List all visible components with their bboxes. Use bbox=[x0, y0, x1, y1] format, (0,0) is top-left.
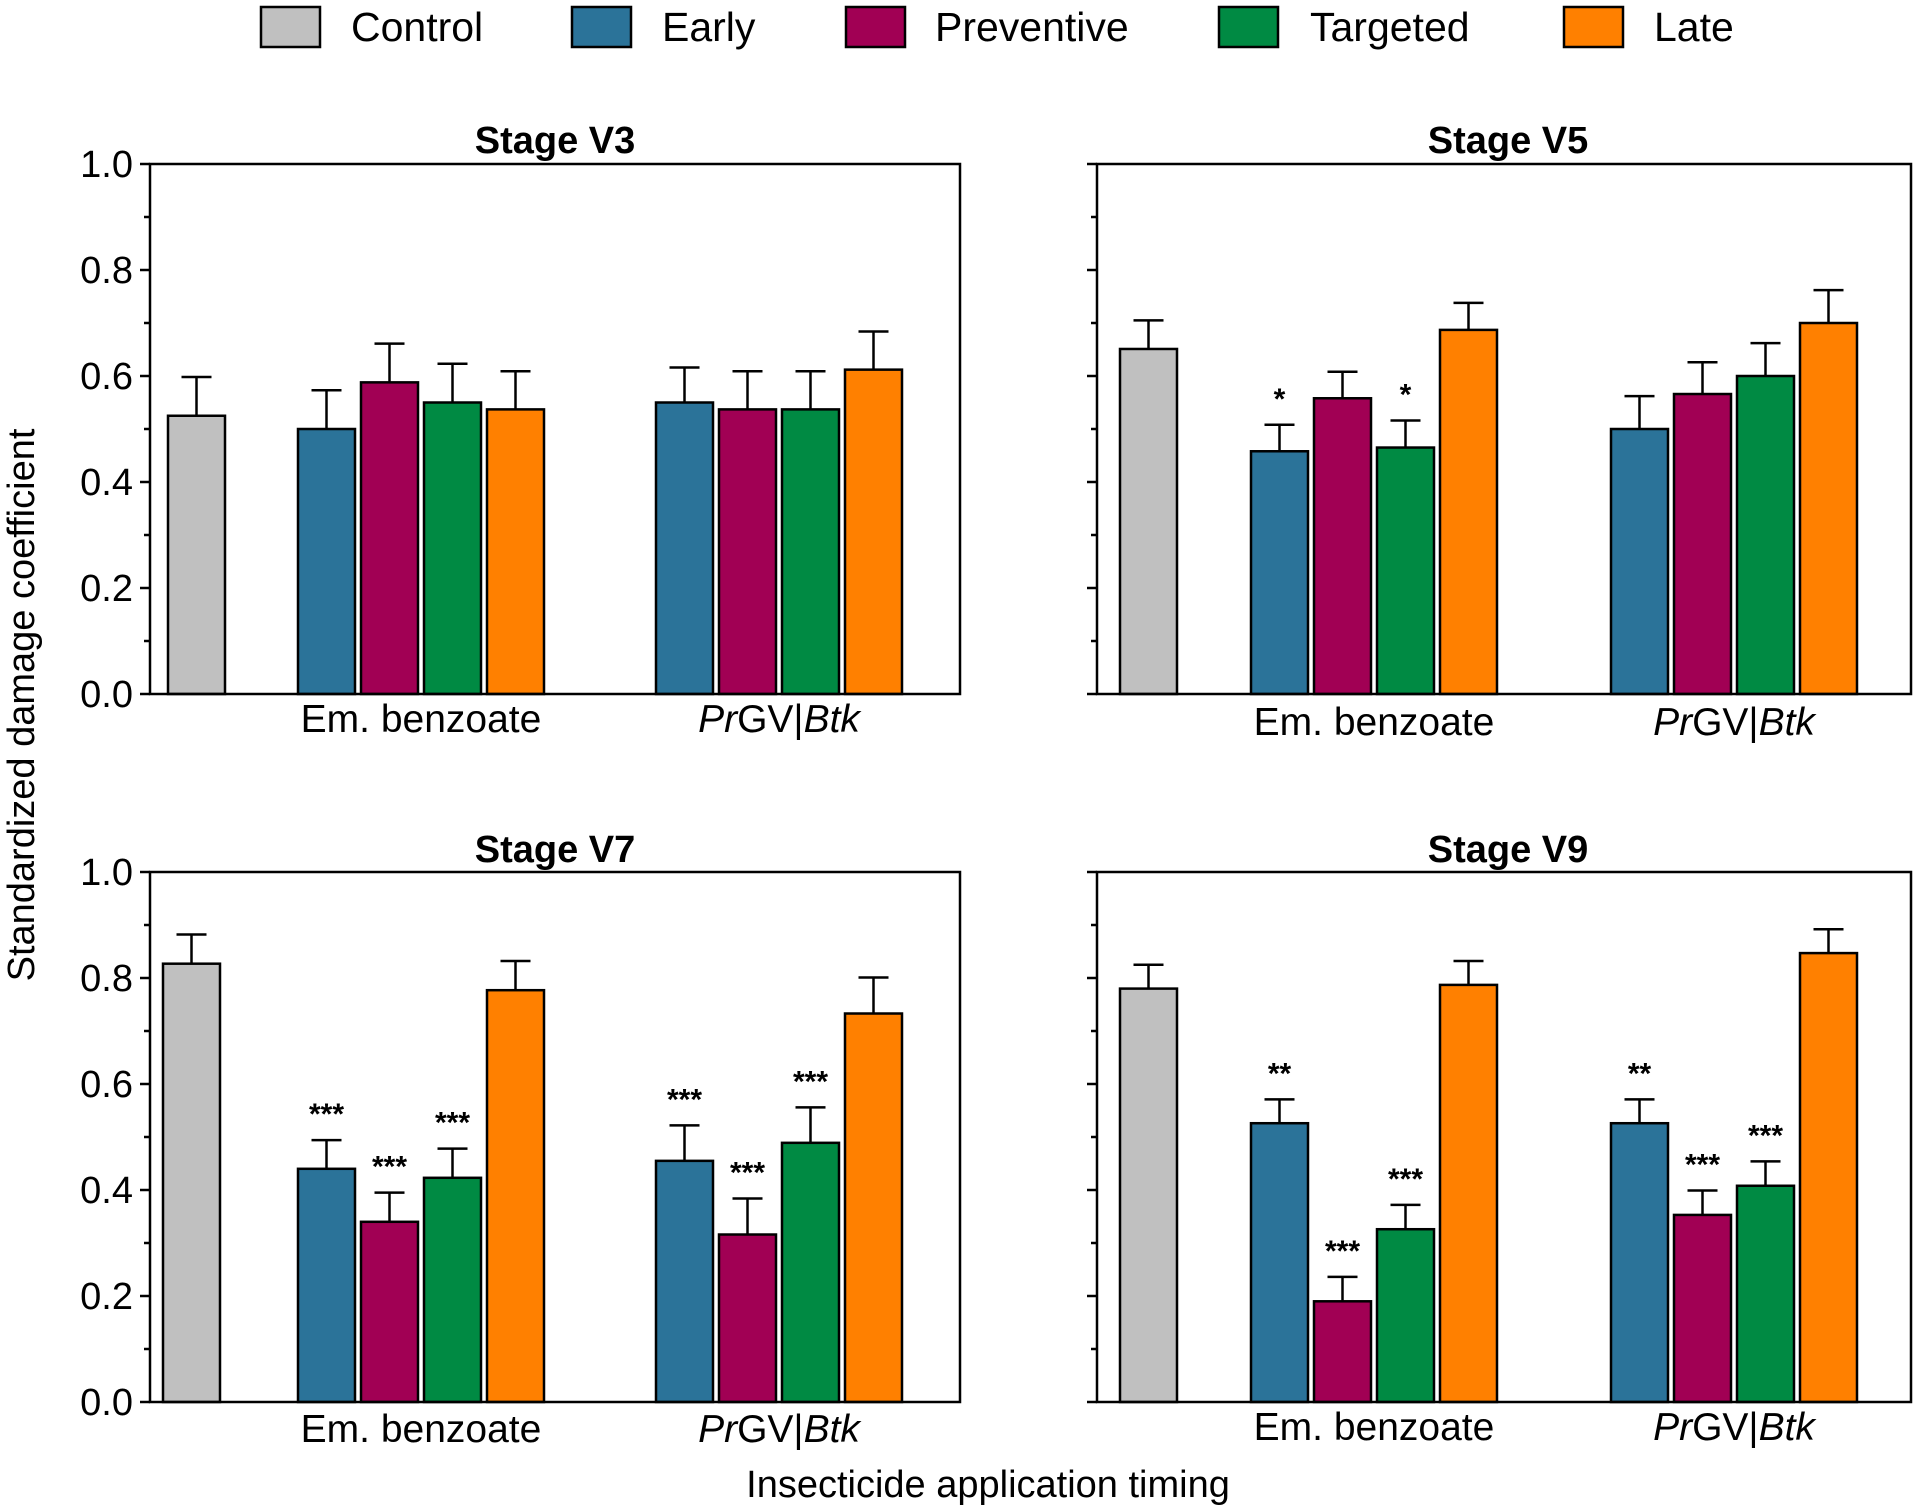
group-label-em: Em. benzoate bbox=[1254, 701, 1495, 744]
y-tick-label: 1.0 bbox=[80, 852, 133, 894]
bar-pr-targeted bbox=[1735, 374, 1796, 696]
bar-em-early-significance: *** bbox=[309, 1098, 344, 1131]
bar-pr-targeted-significance: *** bbox=[1748, 1119, 1783, 1152]
group-label-em: Em. benzoate bbox=[301, 698, 542, 741]
bar-pr-preventive bbox=[1672, 1213, 1733, 1404]
panel-stage-v5: Stage V5 * * Em. benzoate PrGV|Btk bbox=[1087, 120, 1913, 744]
panel-title: Stage V7 bbox=[475, 829, 636, 871]
group-label-pr: PrGV|Btk bbox=[1653, 701, 1817, 744]
legend-swatch-0 bbox=[259, 5, 322, 49]
bar-control bbox=[1118, 347, 1179, 696]
legend-label-2: Preventive bbox=[935, 4, 1129, 50]
bar-em-preventive bbox=[1312, 1300, 1373, 1404]
bar-em-targeted-significance: * bbox=[1400, 379, 1412, 412]
panel-title: Stage V9 bbox=[1428, 829, 1589, 871]
legend-swatch-4 bbox=[1562, 5, 1625, 49]
bar-control bbox=[166, 414, 227, 696]
panel-stage-v3: Stage V3 Em. benzoate PrGV|Btk 0.0 0.2 0.4 0.6… bbox=[80, 120, 962, 741]
bar-pr-early bbox=[654, 401, 715, 696]
group-label-pr: PrGV|Btk bbox=[698, 1408, 862, 1451]
bar-pr-preventive-significance: *** bbox=[1685, 1149, 1720, 1182]
bar-pr-targeted-significance: *** bbox=[793, 1065, 828, 1098]
bar-pr-late bbox=[1798, 321, 1859, 696]
bar-em-late bbox=[1438, 983, 1499, 1404]
x-axis-title: Insecticide application timing bbox=[746, 1464, 1230, 1506]
y-tick-label: 0.4 bbox=[80, 462, 133, 504]
bar-em-early bbox=[1249, 450, 1310, 696]
y-tick-label: 0.2 bbox=[80, 568, 133, 610]
y-tick-label: 0.6 bbox=[80, 1064, 133, 1106]
bar-pr-late bbox=[1798, 951, 1859, 1404]
bar-em-early bbox=[296, 427, 357, 696]
bar-em-late bbox=[485, 988, 546, 1404]
bar-pr-early bbox=[1609, 427, 1670, 696]
panel-title: Stage V5 bbox=[1428, 120, 1589, 162]
legend-label-3: Targeted bbox=[1310, 4, 1470, 50]
legend-label-0: Control bbox=[351, 4, 483, 50]
bar-pr-targeted bbox=[1735, 1184, 1796, 1404]
y-axis-title: Standardized damage coefficient bbox=[1, 428, 43, 981]
legend-swatch-2 bbox=[844, 5, 907, 49]
y-tick-label: 0.6 bbox=[80, 356, 133, 398]
panel-stage-v9: Stage V9********Em. benzoate********PrGV… bbox=[1087, 829, 1913, 1449]
bar-pr-early bbox=[1609, 1121, 1670, 1404]
bar-em-early-significance: ** bbox=[1268, 1057, 1292, 1090]
panel-title: Stage V3 bbox=[475, 120, 636, 162]
bar-pr-preventive bbox=[1672, 392, 1733, 696]
bar-em-preventive-significance: *** bbox=[372, 1151, 407, 1184]
group-label-pr: PrGV|Btk bbox=[698, 698, 862, 741]
bar-pr-preventive bbox=[717, 408, 778, 696]
group-label-em: Em. benzoate bbox=[301, 1408, 542, 1451]
legend-label-1: Early bbox=[662, 4, 756, 50]
bar-em-targeted bbox=[1375, 1227, 1436, 1404]
bar-pr-late bbox=[843, 368, 904, 696]
panel-stage-v7: Stage V7 *** *** *** Em. benzoate *** *** *** Pr… bbox=[80, 829, 962, 1451]
y-tick-label: 0.2 bbox=[80, 1276, 133, 1318]
bar-em-targeted bbox=[1375, 446, 1436, 696]
bar-em-targeted bbox=[422, 1176, 483, 1404]
chart-panels: Stage V3 Em. benzoate PrGV|Btk 0.0 0.2 0.4 0.6… bbox=[80, 120, 1913, 1451]
bar-pr-preventive-significance: *** bbox=[730, 1156, 765, 1189]
y-tick-label: 0.8 bbox=[80, 250, 133, 292]
bar-em-early bbox=[1249, 1121, 1310, 1404]
y-tick-label: 1.0 bbox=[80, 144, 133, 186]
bar-pr-targeted bbox=[780, 408, 841, 696]
bar-em-late bbox=[485, 408, 546, 696]
y-tick-label: 0.4 bbox=[80, 1170, 133, 1212]
bar-control bbox=[161, 962, 222, 1404]
legend: Control Early Preventive Targeted Late bbox=[259, 4, 1734, 50]
legend-swatch-1 bbox=[570, 5, 633, 49]
bar-pr-targeted bbox=[780, 1141, 841, 1404]
bar-pr-preventive bbox=[717, 1233, 778, 1404]
bar-pr-late bbox=[843, 1012, 904, 1404]
group-label-pr: PrGV|Btk bbox=[1653, 1406, 1817, 1449]
y-tick-label: 0.0 bbox=[80, 1382, 133, 1424]
bar-em-preventive bbox=[359, 1220, 420, 1404]
bar-em-late bbox=[1438, 328, 1499, 696]
bar-control bbox=[1118, 987, 1179, 1404]
y-tick-label: 0.8 bbox=[80, 958, 133, 1000]
bar-em-targeted bbox=[422, 401, 483, 696]
bar-em-preventive bbox=[1312, 397, 1373, 696]
bar-pr-early bbox=[654, 1159, 715, 1404]
group-label-em: Em. benzoate bbox=[1254, 1406, 1495, 1449]
bar-em-early-significance: * bbox=[1274, 383, 1286, 416]
y-tick-label: 0.0 bbox=[80, 674, 133, 716]
bar-em-early bbox=[296, 1167, 357, 1404]
bar-pr-early-significance: *** bbox=[667, 1083, 702, 1116]
bar-em-preventive bbox=[359, 381, 420, 696]
legend-label-4: Late bbox=[1654, 4, 1734, 50]
legend-swatch-3 bbox=[1217, 5, 1280, 49]
bar-pr-early-significance: ** bbox=[1628, 1057, 1652, 1090]
bar-em-preventive-significance: *** bbox=[1325, 1235, 1360, 1268]
bar-em-targeted-significance: *** bbox=[435, 1107, 470, 1140]
bar-em-targeted-significance: *** bbox=[1388, 1163, 1423, 1196]
